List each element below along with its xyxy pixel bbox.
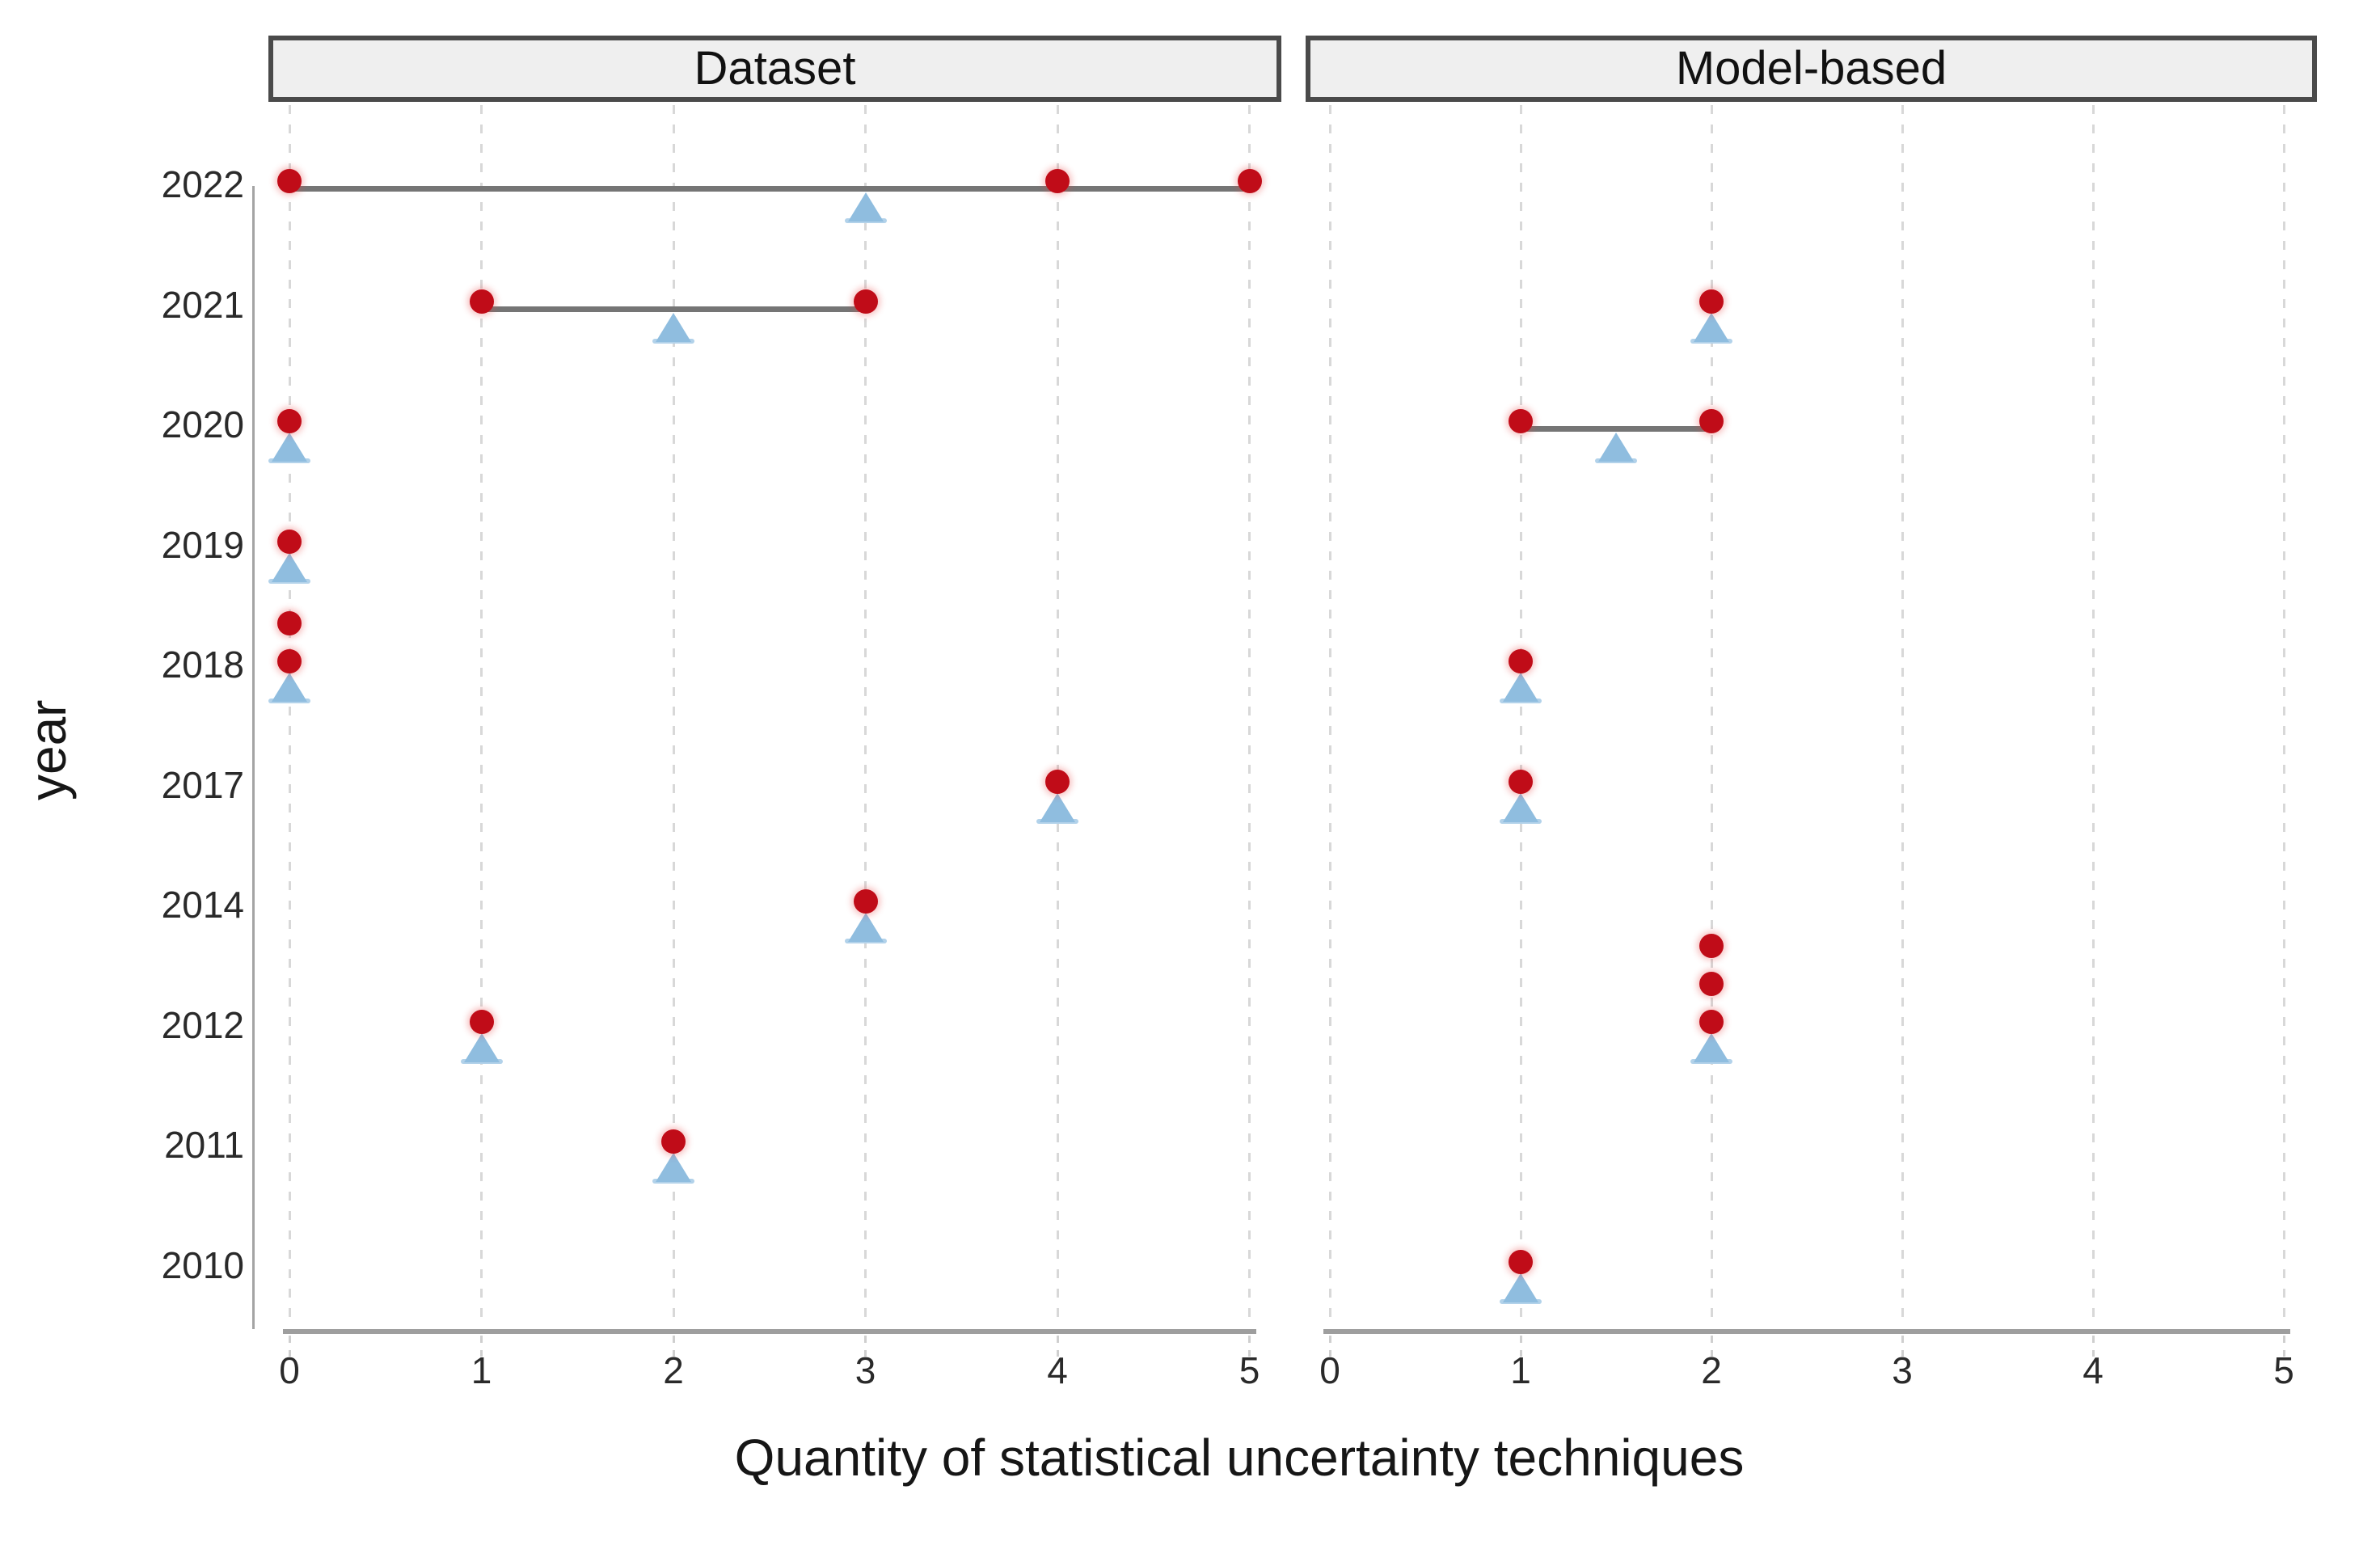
observation-dot	[277, 169, 302, 193]
x-tick-mark	[1710, 1336, 1713, 1357]
x-tick-mark	[672, 1336, 675, 1357]
x-tick-mark	[1248, 1336, 1251, 1357]
observation-dot	[1045, 169, 1070, 193]
x-tick-label: 3	[855, 1349, 876, 1391]
observation-dot	[853, 889, 878, 914]
observation-dot	[277, 649, 302, 673]
x-tick-label: 5	[1239, 1349, 1260, 1391]
x-tick-mark	[2091, 1336, 2095, 1357]
y-tick-label: 2022	[161, 163, 244, 205]
mean-triangle	[272, 433, 307, 462]
x-tick-label: 5	[2273, 1349, 2294, 1391]
range-segment	[481, 306, 866, 312]
y-tick-label: 2018	[161, 644, 244, 686]
mean-triangle	[1694, 312, 1729, 342]
gridline-x0	[1328, 105, 1331, 1327]
x-tick-label: 1	[471, 1349, 492, 1391]
mean-triangle	[1598, 433, 1634, 462]
x-tick-label: 3	[1892, 1349, 1913, 1391]
x-tick-label: 4	[1047, 1349, 1068, 1391]
observation-dot	[469, 1009, 494, 1034]
y-tick-label: 2012	[161, 1003, 244, 1046]
observation-dot	[1509, 409, 1533, 433]
observation-dot	[277, 611, 302, 635]
gridline-x0	[288, 105, 291, 1327]
mean-triangle	[656, 312, 691, 342]
gridline-x3	[1901, 105, 1904, 1327]
observation-dot	[1045, 769, 1070, 794]
y-tick-label: 2010	[161, 1243, 244, 1286]
mean-triangle	[1040, 792, 1075, 822]
observation-dot	[661, 1129, 686, 1154]
y-tick-label: 2021	[161, 283, 244, 326]
x-axis-title: Quantity of statistical uncertainty tech…	[734, 1429, 1745, 1487]
y-axis-title: year	[19, 699, 77, 801]
gridline-x5	[1248, 105, 1251, 1327]
x-tick-mark	[2282, 1336, 2285, 1357]
mean-triangle	[1503, 792, 1538, 822]
gridline-x4	[1056, 105, 1059, 1327]
x-tick-label: 2	[663, 1349, 684, 1391]
gridline-x4	[2091, 105, 2095, 1327]
observation-dot	[277, 409, 302, 433]
range-segment	[1521, 426, 1711, 432]
x-tick-mark	[1328, 1336, 1331, 1357]
x-tick-label: 1	[1510, 1349, 1531, 1391]
observation-dot	[1699, 1009, 1724, 1034]
y-axis-line	[252, 186, 255, 1329]
x-tick-mark	[1056, 1336, 1059, 1357]
observation-dot	[1699, 971, 1724, 996]
x-tick-mark	[1519, 1336, 1522, 1357]
x-axis-line	[283, 1329, 1256, 1334]
observation-dot	[277, 529, 302, 554]
y-tick-label: 2014	[161, 884, 244, 926]
facet-strip-model-based: Model-based	[1306, 36, 2317, 102]
x-tick-label: 4	[2082, 1349, 2104, 1391]
mean-triangle	[847, 192, 884, 222]
gridline-x1	[480, 105, 483, 1327]
observation-dot	[1237, 169, 1262, 193]
mean-triangle	[847, 913, 884, 942]
gridline-x2	[1710, 105, 1713, 1327]
facet-strip-label: Model-based	[1675, 42, 1947, 95]
gridline-x5	[2282, 105, 2285, 1327]
y-tick-label: 2017	[161, 763, 244, 806]
facet-strip-dataset: Dataset	[268, 36, 1281, 102]
gridline-x3	[864, 105, 867, 1327]
observation-dot	[1699, 409, 1724, 433]
y-tick-label: 2011	[164, 1124, 244, 1166]
x-tick-mark	[1901, 1336, 1904, 1357]
y-tick-label: 2019	[161, 523, 244, 566]
x-tick-label: 2	[1701, 1349, 1722, 1391]
observation-dot	[1509, 769, 1533, 794]
observation-dot	[1699, 933, 1724, 958]
mean-triangle	[656, 1153, 691, 1182]
mean-triangle	[1694, 1032, 1729, 1062]
observation-dot	[1509, 1249, 1533, 1274]
mean-triangle	[1503, 673, 1538, 702]
mean-triangle	[272, 673, 307, 702]
x-tick-mark	[288, 1336, 291, 1357]
y-tick-label: 2020	[161, 403, 244, 445]
x-tick-mark	[864, 1336, 867, 1357]
gridline-x2	[672, 105, 675, 1327]
x-tick-label: 0	[1319, 1349, 1340, 1391]
x-tick-mark	[480, 1336, 483, 1357]
gridline-x1	[1519, 105, 1522, 1327]
facet-strip-label: Dataset	[694, 42, 856, 95]
x-tick-label: 0	[279, 1349, 300, 1391]
mean-triangle	[1503, 1273, 1538, 1302]
observation-dot	[853, 289, 878, 314]
mean-triangle	[272, 552, 307, 582]
observation-dot	[469, 289, 494, 314]
range-segment	[289, 186, 1250, 192]
observation-dot	[1509, 649, 1533, 673]
x-axis-line	[1323, 1329, 2290, 1334]
mean-triangle	[463, 1032, 500, 1062]
observation-dot	[1699, 289, 1724, 314]
